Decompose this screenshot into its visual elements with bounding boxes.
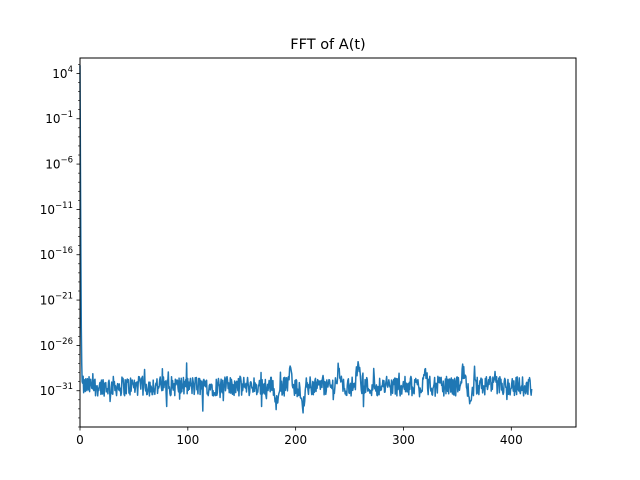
y-tick-label-exponent: −11 — [55, 201, 73, 211]
y-tick-label-base: 10 — [52, 67, 67, 81]
y-tick-label-exponent: −26 — [55, 337, 73, 347]
y-tick-label: 10−11 — [40, 201, 73, 217]
y-tick-label: 10−21 — [40, 292, 73, 308]
y-tick-label-base: 10 — [45, 112, 60, 126]
x-tick-label: 200 — [284, 433, 307, 447]
y-tick-label-base: 10 — [40, 384, 55, 398]
y-tick-label-exponent: −31 — [55, 382, 73, 392]
x-tick-label: 100 — [176, 433, 199, 447]
y-tick-label-exponent: −21 — [55, 292, 73, 302]
y-tick-label: 10−26 — [40, 337, 73, 353]
x-tick-label: 300 — [392, 433, 415, 447]
y-tick-label-base: 10 — [45, 158, 60, 172]
chart-title: FFT of A(t) — [290, 37, 365, 53]
y-tick-label-base: 10 — [40, 203, 55, 217]
fft-series-line — [79, 65, 533, 414]
y-tick-label-exponent: −16 — [55, 246, 73, 256]
y-tick-label-base: 10 — [40, 294, 55, 308]
y-tick-label-exponent: −6 — [60, 156, 73, 166]
y-tick-label: 104 — [52, 65, 73, 81]
x-tick-label: 400 — [500, 433, 523, 447]
y-tick-label: 10−16 — [40, 246, 73, 262]
y-tick-label-exponent: −1 — [60, 110, 73, 120]
y-tick-label-base: 10 — [40, 339, 55, 353]
y-tick-label: 10−1 — [45, 110, 73, 126]
y-tick-label: 10−31 — [40, 382, 73, 398]
y-tick-label-base: 10 — [40, 248, 55, 262]
plot-frame — [79, 57, 577, 428]
x-tick-label: 0 — [76, 433, 84, 447]
series-layer — [79, 65, 533, 414]
y-tick-label-exponent: 4 — [68, 65, 73, 75]
y-tick-label: 10−6 — [45, 156, 73, 172]
x-axis: 0 100 200 300 400 — [76, 427, 523, 447]
